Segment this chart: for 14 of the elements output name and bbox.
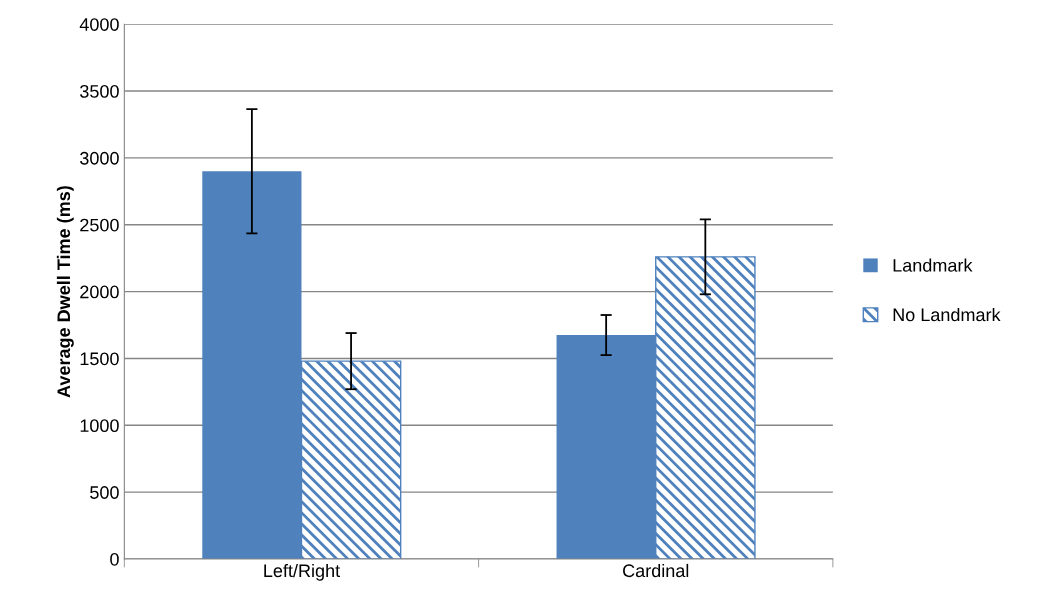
y-tick-label: 3500	[80, 84, 119, 98]
y-tick-label: 1500	[80, 352, 119, 366]
y-axis-title: Average Dwell Time (ms)	[56, 186, 74, 398]
x-tick-label: Left/Right	[264, 563, 340, 581]
y-tick-label: 4000	[79, 18, 119, 31]
y-tick-label: 3000	[80, 151, 119, 165]
y-tick-label: 2000	[80, 285, 119, 299]
y-tick-label: 0	[110, 552, 119, 566]
y-tick-label: 2500	[80, 218, 119, 232]
legend-label: No Landmark	[893, 307, 1001, 322]
x-tick-label: Cardinal	[623, 563, 689, 578]
y-tick-label: 1000	[80, 419, 119, 433]
legend-label: Landmark	[893, 258, 973, 272]
y-tick-label: 500	[90, 486, 119, 499]
